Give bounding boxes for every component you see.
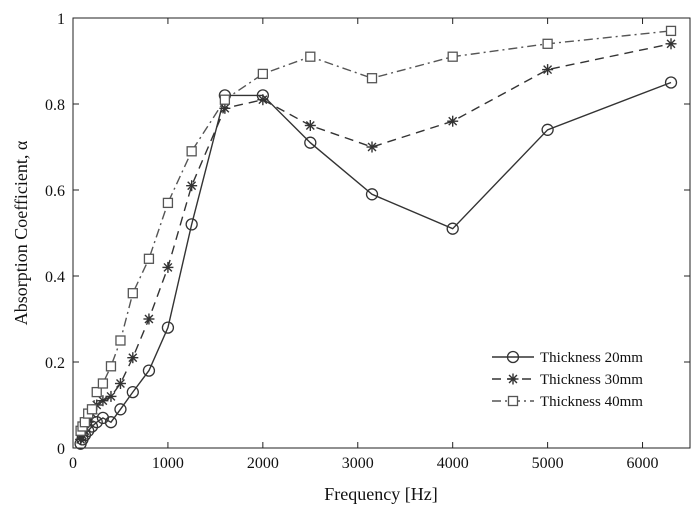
- data-point-marker: [305, 51, 316, 62]
- data-point-marker: [161, 321, 175, 334]
- x-tick-label: 2000: [247, 455, 279, 472]
- data-point-marker: [142, 364, 156, 377]
- x-axis-title: Frequency [Hz]: [324, 484, 437, 504]
- legend-label: Thickness 30mm: [540, 372, 643, 388]
- data-point-marker: [97, 395, 109, 407]
- data-point-marker: [665, 38, 677, 50]
- legend-marker: [507, 373, 519, 385]
- data-point-marker: [114, 378, 126, 389]
- x-tick-label: 5000: [532, 455, 564, 472]
- data-point-marker: [446, 222, 459, 235]
- data-point-marker: [115, 335, 126, 346]
- axis-ticks: 0 1000 2000 3000 4000 5000 6000 0 0.2 0.4 0.6 0.8 1: [45, 11, 690, 472]
- data-point-marker: [105, 390, 117, 402]
- data-point-marker: [257, 68, 268, 80]
- legend-label: Thickness 40mm: [540, 394, 643, 410]
- plot-area-frame: [72, 17, 691, 449]
- series-group: [74, 25, 678, 450]
- y-tick-label: 0: [57, 441, 65, 458]
- legend-entry: Thickness 40mm: [492, 394, 643, 410]
- data-point-marker: [143, 313, 155, 325]
- data-point-marker: [186, 146, 197, 157]
- data-point-marker: [257, 94, 269, 106]
- legend-marker: [506, 350, 520, 364]
- data-point-marker: [114, 403, 127, 416]
- data-point-marker: [541, 123, 554, 136]
- data-point-marker: [186, 180, 198, 192]
- data-point-marker: [162, 197, 174, 209]
- data-point-marker: [365, 188, 379, 201]
- series-3: [75, 25, 677, 436]
- legend-entry: Thickness 30mm: [492, 372, 643, 388]
- x-tick-label: 6000: [627, 455, 659, 472]
- y-tick-label: 0.6: [45, 183, 65, 200]
- y-tick-label: 1: [57, 11, 65, 28]
- data-point-marker: [86, 404, 98, 415]
- y-axis-title: Absorption Coefficient, α: [11, 140, 31, 325]
- x-tick-label: 1000: [152, 455, 184, 472]
- y-tick-label: 0.4: [45, 269, 65, 286]
- legend-label: Thickness 20mm: [540, 350, 643, 366]
- data-point-marker: [664, 76, 678, 89]
- data-point-marker: [447, 51, 458, 62]
- legend: Thickness 20mm Thickness 30mm Thickness 40…: [484, 340, 684, 416]
- data-point-marker: [304, 136, 317, 149]
- data-point-marker: [104, 416, 118, 429]
- data-point-marker: [105, 361, 117, 372]
- data-point-marker: [127, 288, 138, 299]
- data-point-marker: [143, 253, 155, 264]
- data-point-marker: [91, 386, 102, 398]
- series-line: [79, 81, 672, 444]
- data-point-marker: [127, 352, 139, 364]
- data-point-marker: [79, 417, 91, 428]
- data-point-marker: [304, 120, 316, 131]
- data-point-marker: [665, 25, 677, 37]
- x-tick-label: 0: [69, 455, 77, 472]
- data-point-marker: [542, 64, 554, 76]
- legend-entry: Thickness 20mm: [492, 350, 643, 366]
- x-tick-label: 4000: [437, 455, 469, 472]
- data-point-marker: [542, 38, 553, 49]
- legend-marker: [507, 395, 519, 407]
- data-point-marker: [366, 141, 378, 153]
- data-point-marker: [126, 385, 139, 399]
- y-tick-label: 0.8: [45, 97, 65, 114]
- data-point-marker: [162, 261, 174, 273]
- y-tick-label: 0.2: [45, 355, 65, 372]
- data-point-marker: [219, 94, 231, 105]
- data-point-marker: [447, 115, 459, 127]
- x-tick-label: 3000: [342, 455, 374, 472]
- data-point-marker: [185, 218, 198, 231]
- data-point-marker: [366, 73, 378, 84]
- data-point-marker: [97, 378, 109, 389]
